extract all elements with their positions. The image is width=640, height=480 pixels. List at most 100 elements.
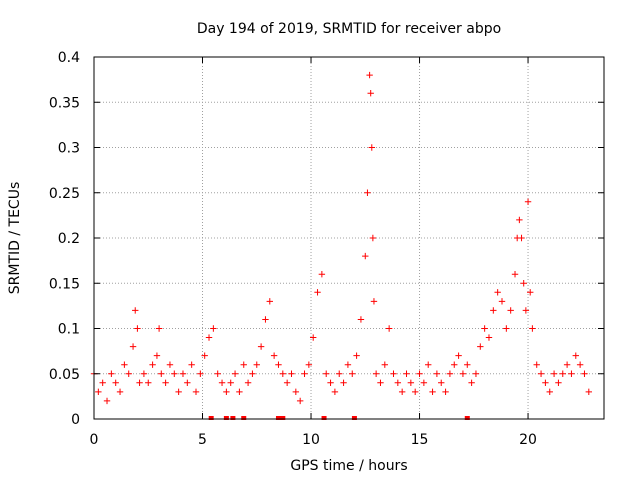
data-point	[175, 388, 182, 396]
data-point	[455, 352, 462, 359]
data-point	[136, 379, 143, 386]
data-point	[366, 71, 373, 79]
data-point	[231, 370, 239, 377]
data-point	[270, 352, 278, 359]
data-point	[468, 379, 475, 386]
y-tick-label: 0.05	[49, 367, 80, 383]
x-tick-label: 15	[411, 432, 429, 448]
data-point	[403, 370, 410, 377]
data-point	[429, 388, 436, 396]
data-point	[568, 370, 575, 377]
data-point	[188, 361, 195, 368]
data-point	[451, 361, 458, 368]
data-point	[171, 370, 178, 377]
data-points	[90, 71, 593, 405]
data-point	[145, 379, 152, 386]
data-point	[262, 316, 269, 323]
data-point	[364, 189, 371, 196]
y-tick-label: 0	[71, 412, 80, 428]
data-point	[301, 370, 308, 377]
data-point	[381, 361, 389, 368]
data-point	[134, 325, 141, 332]
data-point	[121, 361, 128, 368]
data-point	[367, 90, 374, 97]
data-point	[559, 370, 566, 377]
data-point	[472, 370, 480, 377]
data-point	[158, 370, 165, 377]
data-point	[103, 397, 111, 405]
data-point	[331, 388, 339, 396]
data-point	[166, 361, 174, 368]
data-point	[184, 379, 191, 386]
data-point	[266, 298, 273, 305]
y-axis-label: SRMTID / TECUs	[7, 182, 23, 295]
data-point	[344, 361, 352, 368]
gap-marker	[321, 416, 327, 420]
gap-marker	[208, 416, 214, 420]
data-point	[369, 234, 377, 242]
data-point	[550, 370, 558, 377]
data-point	[149, 361, 156, 368]
data-point	[394, 379, 402, 386]
y-tick-label: 0.35	[49, 95, 80, 111]
x-axis-label: GPS time / hours	[290, 458, 407, 474]
data-point	[503, 325, 510, 332]
y-tick-label: 0.25	[49, 186, 80, 202]
data-point	[108, 370, 115, 377]
data-point	[162, 379, 169, 386]
data-point	[153, 352, 161, 359]
data-point	[425, 361, 432, 368]
data-point	[581, 370, 588, 377]
data-point	[433, 370, 441, 377]
data-point	[555, 379, 562, 386]
data-point	[459, 370, 467, 377]
data-point	[411, 388, 419, 396]
data-point	[197, 370, 204, 377]
data-point	[377, 379, 384, 386]
data-point	[309, 334, 317, 341]
gap-marker	[351, 416, 357, 420]
data-point	[398, 388, 406, 396]
data-point	[524, 198, 532, 205]
data-point	[340, 379, 347, 386]
gap-marker	[223, 416, 229, 420]
data-point	[390, 370, 397, 377]
data-point	[279, 370, 287, 377]
data-point	[407, 379, 415, 386]
data-point	[563, 361, 571, 368]
data-point	[385, 325, 393, 332]
data-point	[494, 289, 501, 296]
data-point	[490, 307, 497, 314]
data-point	[446, 370, 454, 377]
data-point	[349, 370, 356, 377]
axis-ticks	[93, 56, 604, 420]
data-point	[323, 370, 330, 377]
data-point	[542, 379, 549, 386]
data-point	[218, 379, 226, 386]
data-point	[314, 289, 321, 296]
data-point	[125, 370, 132, 377]
data-point	[464, 361, 471, 368]
data-point	[253, 361, 260, 368]
data-point	[318, 271, 326, 278]
data-point	[481, 325, 488, 332]
gap-marker	[280, 416, 286, 420]
data-point	[533, 361, 540, 368]
data-point	[572, 352, 579, 359]
data-point	[112, 379, 119, 386]
gap-marker	[241, 416, 247, 420]
data-point	[522, 307, 530, 314]
data-point	[257, 343, 265, 350]
data-point	[576, 361, 584, 368]
data-point	[507, 307, 514, 314]
data-point	[240, 361, 247, 368]
data-point	[140, 370, 148, 377]
gap-marker	[464, 416, 470, 420]
data-point	[179, 370, 187, 377]
data-point	[95, 388, 102, 396]
x-tick-label: 20	[519, 432, 537, 448]
y-tick-label: 0.1	[58, 322, 80, 338]
data-point	[116, 388, 124, 396]
x-tick-label: 0	[90, 432, 99, 448]
